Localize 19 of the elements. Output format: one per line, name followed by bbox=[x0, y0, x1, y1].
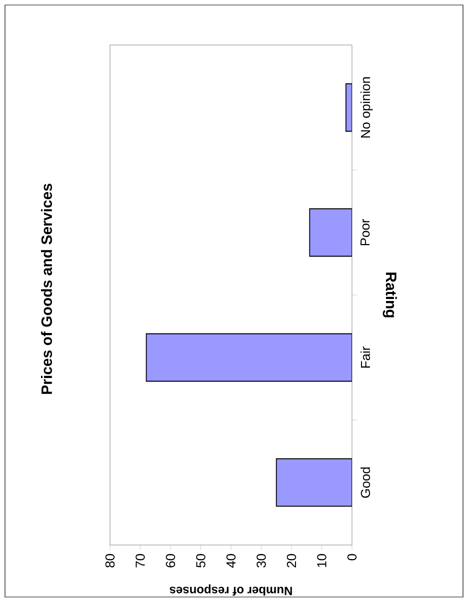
x-axis-title: Number of responses bbox=[170, 584, 292, 596]
y-tick-label: Fair bbox=[360, 346, 370, 368]
bar bbox=[276, 458, 352, 507]
y-tick-label: Poor bbox=[360, 218, 370, 246]
x-tick-label: 50 bbox=[196, 554, 206, 568]
text: Prices of Goods and Services bbox=[41, 184, 52, 394]
bar bbox=[309, 208, 352, 257]
x-tick-label: 60 bbox=[166, 554, 176, 568]
x-tick-label: 30 bbox=[256, 554, 266, 568]
y-tick-label: Good bbox=[360, 467, 370, 498]
y-axis-title: Rating bbox=[382, 272, 397, 318]
x-tick-label: 20 bbox=[286, 554, 296, 568]
x-tick-label: 40 bbox=[226, 554, 236, 568]
bar bbox=[146, 333, 352, 382]
x-tick-label: 10 bbox=[317, 554, 326, 568]
x-tick-label: 80 bbox=[105, 554, 115, 568]
y-tick-label: No opinion bbox=[360, 77, 373, 138]
x-tick-label: 0 bbox=[347, 554, 357, 560]
x-tick-label: 70 bbox=[136, 554, 145, 568]
